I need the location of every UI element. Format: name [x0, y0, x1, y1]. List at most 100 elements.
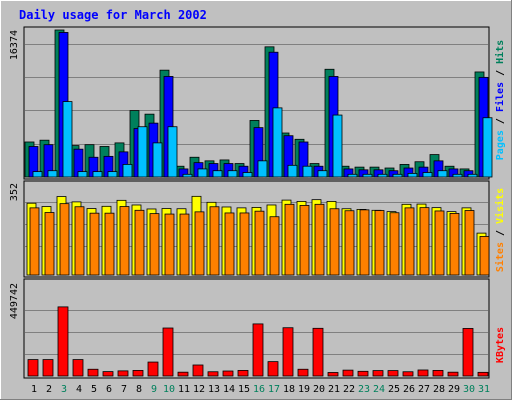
bar-kbytes-day-31	[477, 371, 489, 377]
bar-pages-day-11	[182, 173, 193, 178]
bar-sites-day-3	[59, 203, 70, 276]
bar-kbytes-day-20	[312, 327, 324, 377]
bar-pages-day-8	[137, 126, 148, 178]
side-legend-part-hits-files-pages-4: Hits	[494, 40, 506, 64]
bar-sites-day-27	[419, 207, 430, 276]
x-tick-label-day-1: 1	[31, 384, 37, 395]
x-tick-label-day-16: 16	[253, 384, 265, 395]
side-legend-part-hits-files-pages-1: /	[495, 112, 506, 130]
side-legend-part-hits-files-pages-3: /	[495, 64, 506, 82]
bar-sites-day-22	[344, 210, 355, 276]
side-legend-part-hits-files-pages-0: Pages	[495, 130, 506, 160]
bar-pages-day-14	[227, 170, 238, 178]
side-legend-visits-sites: Sites / Visits	[494, 188, 506, 272]
bar-sites-day-13	[209, 206, 220, 276]
bar-pages-day-26	[407, 173, 418, 178]
bar-kbytes-day-25	[387, 370, 399, 377]
x-tick-label-day-10: 10	[163, 384, 175, 395]
bar-sites-day-24	[374, 210, 385, 276]
y-max-labels: 16374 352 449742	[9, 30, 20, 319]
bar-pages-day-22	[347, 173, 358, 178]
bar-pages-day-15	[242, 172, 253, 178]
x-tick-label-day-31: 31	[478, 384, 490, 395]
side-legend-hits-files-pages: Pages / Files / Hits	[494, 40, 506, 160]
bar-kbytes-day-6	[102, 371, 114, 377]
x-tick-label-day-9: 9	[151, 384, 157, 395]
bar-sites-day-23	[359, 209, 370, 276]
bar-kbytes-day-7	[117, 370, 129, 377]
bar-kbytes-day-17	[267, 361, 279, 377]
bar-kbytes-day-22	[342, 369, 354, 377]
bar-sites-day-29	[449, 212, 460, 276]
bar-sites-day-2	[44, 212, 55, 276]
bar-kbytes-day-3	[57, 306, 69, 377]
bar-kbytes-day-19	[297, 368, 309, 377]
bar-pages-day-3	[62, 101, 73, 178]
x-tick-label-day-25: 25	[388, 384, 400, 395]
bar-pages-day-9	[152, 142, 163, 178]
x-tick-label-day-27: 27	[418, 384, 430, 395]
bar-sites-day-4	[74, 206, 85, 276]
bar-pages-day-13	[212, 170, 223, 178]
x-tick-label-day-30: 30	[463, 384, 475, 395]
chart-marks	[24, 29, 493, 377]
side-legend-kbytes: KBytes	[495, 327, 506, 363]
x-tick-label-day-15: 15	[238, 384, 250, 395]
bar-sites-day-1	[29, 207, 40, 276]
bar-sites-day-8	[134, 209, 145, 276]
x-tick-label-day-29: 29	[448, 384, 460, 395]
bar-kbytes-day-28	[432, 370, 444, 377]
bar-pages-day-29	[452, 173, 463, 178]
bar-sites-day-10	[164, 213, 175, 276]
side-legend-part-visits-sites-2: Visits	[494, 188, 506, 224]
bar-sites-day-30	[464, 210, 475, 276]
bar-kbytes-day-9	[147, 361, 159, 377]
x-tick-label-day-23: 23	[358, 384, 370, 395]
bar-kbytes-day-4	[72, 359, 84, 377]
bar-kbytes-day-23	[357, 370, 369, 377]
bar-kbytes-day-1	[27, 359, 39, 377]
bar-pages-day-21	[332, 114, 343, 178]
side-legends: Pages / Files / Hits Sites / Visits KBytes	[494, 40, 506, 363]
bar-sites-day-31	[479, 236, 490, 276]
bar-pages-day-6	[107, 171, 118, 178]
bar-sites-day-25	[389, 212, 400, 276]
bar-kbytes-day-24	[372, 370, 384, 377]
side-legend-part-visits-sites-0: Sites	[494, 242, 506, 272]
x-tick-label-day-13: 13	[208, 384, 220, 395]
bar-pages-day-7	[122, 164, 133, 178]
x-tick-label-day-3: 3	[61, 384, 67, 395]
x-tick-label-day-24: 24	[373, 384, 385, 395]
bar-kbytes-day-12	[192, 364, 204, 377]
bar-pages-day-30	[467, 173, 478, 178]
x-tick-label-day-18: 18	[283, 384, 295, 395]
bar-pages-day-27	[422, 172, 433, 178]
bar-kbytes-day-29	[447, 371, 459, 377]
bar-pages-day-28	[437, 170, 448, 178]
x-tick-label-day-12: 12	[193, 384, 205, 395]
y-max-label-visits-sites: 352	[9, 183, 20, 201]
y-max-label-kbytes: 449742	[9, 283, 20, 319]
bar-pages-day-24	[377, 173, 388, 178]
x-tick-label-day-28: 28	[433, 384, 445, 395]
x-tick-labels: 1 2 3 4 5 6 7 8 9 10 11 12 13 14 15 16 17 18 19 20 21 22 23 24 2…	[31, 384, 490, 395]
bar-kbytes-day-5	[87, 368, 99, 377]
y-max-label-hits-files-pages: 16374	[9, 30, 20, 60]
bar-sites-day-15	[239, 212, 250, 276]
x-tick-label-day-5: 5	[91, 384, 97, 395]
bar-pages-day-19	[302, 165, 313, 178]
bar-kbytes-day-14	[222, 370, 234, 377]
bar-pages-day-12	[197, 168, 208, 178]
bar-pages-day-1	[32, 171, 43, 178]
side-legend-part-hits-files-pages-2: Files	[494, 82, 506, 112]
bar-kbytes-day-15	[237, 370, 249, 377]
x-tick-label-day-11: 11	[178, 384, 190, 395]
bar-pages-day-25	[392, 173, 403, 178]
bar-sites-day-20	[314, 203, 325, 276]
bar-pages-day-18	[287, 164, 298, 178]
x-tick-label-day-2: 2	[46, 384, 52, 395]
bar-sites-day-6	[104, 212, 115, 276]
chart-title: Daily usage for March 2002	[19, 8, 207, 22]
bar-sites-day-12	[194, 211, 205, 276]
